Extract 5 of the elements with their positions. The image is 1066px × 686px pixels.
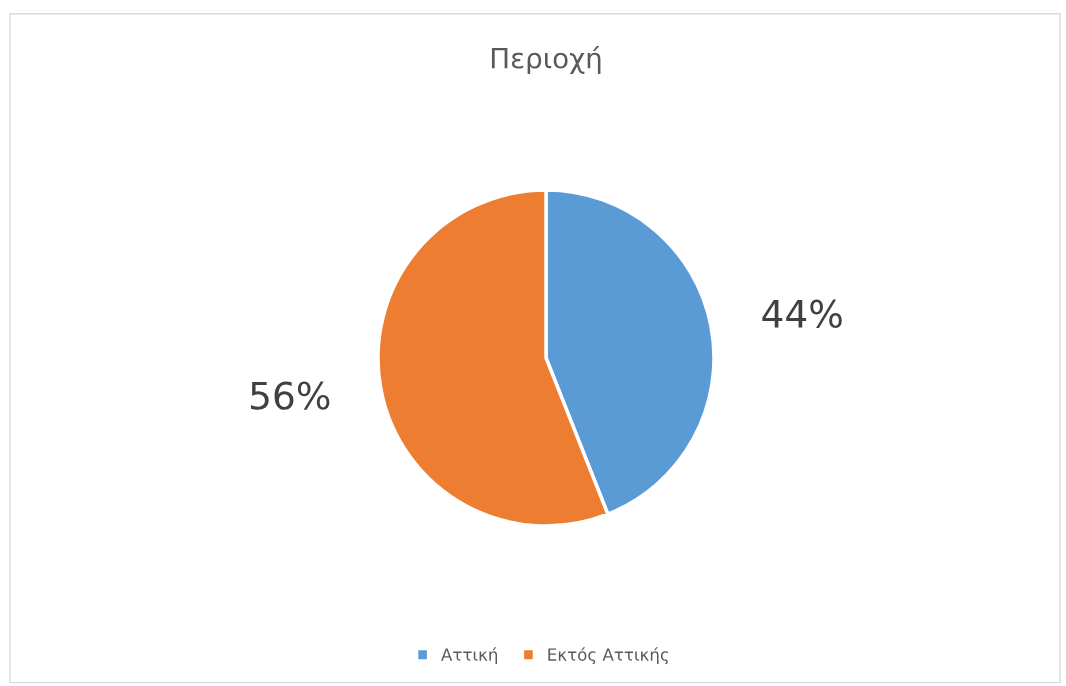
legend-label: Αττική (441, 647, 498, 665)
chart-title: Περιοχή (491, 46, 601, 74)
data-label: 56% (251, 381, 330, 410)
legend-label: Εκτός Αττικής (548, 647, 669, 665)
data-label: 44% (762, 299, 842, 328)
